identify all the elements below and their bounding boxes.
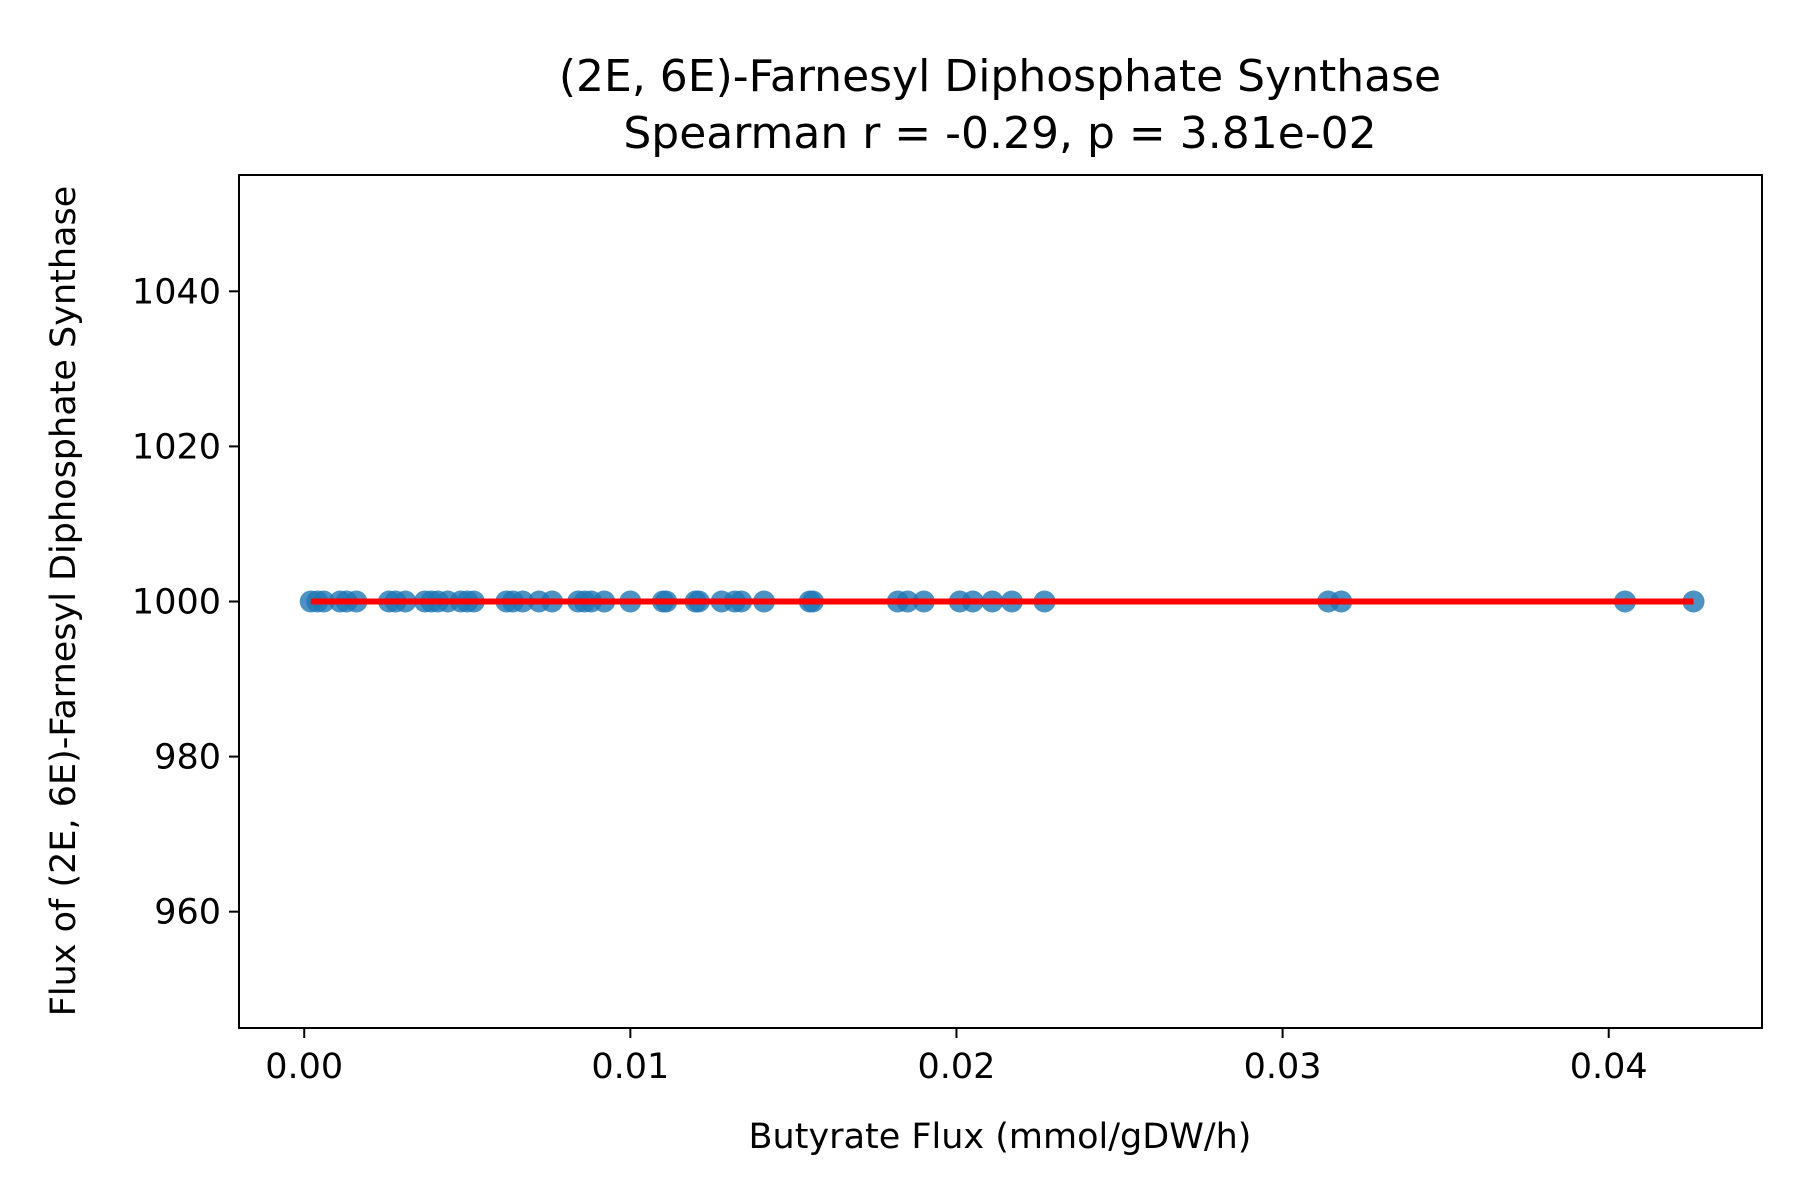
y-tick-label: 1000 bbox=[132, 583, 221, 623]
y-axis-label: Flux of (2E, 6E)-Farnesyl Diphosphate Sy… bbox=[44, 186, 84, 1017]
y-tick-label: 1040 bbox=[132, 272, 221, 312]
y-tick-label: 960 bbox=[154, 893, 221, 933]
y-axis: 960 980 1000 1020 1040 bbox=[132, 272, 239, 933]
y-tick-label: 1020 bbox=[132, 427, 221, 467]
chart-title: (2E, 6E)-Farnesyl Diphosphate Synthase bbox=[559, 51, 1441, 102]
chart-subtitle: Spearman r = -0.29, p = 3.81e-02 bbox=[623, 108, 1376, 159]
x-axis-label: Butyrate Flux (mmol/gDW/h) bbox=[749, 1117, 1252, 1157]
x-axis: 0.00 0.01 0.02 0.03 0.04 bbox=[265, 1028, 1648, 1087]
plot-area bbox=[299, 590, 1705, 613]
x-tick-label: 0.04 bbox=[1570, 1047, 1648, 1087]
x-tick-label: 0.00 bbox=[265, 1047, 343, 1087]
x-tick-label: 0.01 bbox=[591, 1047, 669, 1087]
y-tick-label: 980 bbox=[154, 738, 221, 778]
x-tick-label: 0.03 bbox=[1244, 1047, 1322, 1087]
x-tick-label: 0.02 bbox=[918, 1047, 996, 1087]
